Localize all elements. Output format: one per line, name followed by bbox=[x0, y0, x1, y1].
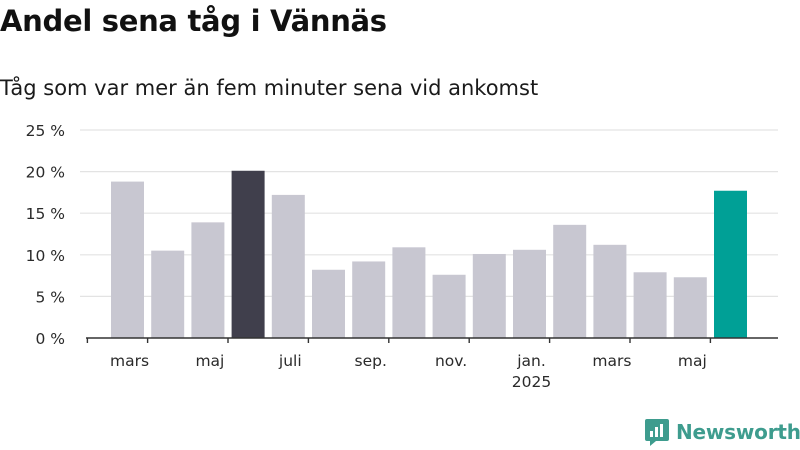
y-tick-label: 15 % bbox=[26, 205, 65, 223]
y-tick-label: 5 % bbox=[35, 288, 65, 306]
x-tick-label: mars bbox=[592, 352, 631, 370]
y-tick-label: 0 % bbox=[35, 330, 65, 348]
brand-name: Newsworthy bbox=[676, 420, 800, 444]
x-tick-label: mars bbox=[110, 352, 149, 370]
bar bbox=[271, 194, 305, 338]
x-tick-label: maj bbox=[678, 352, 707, 370]
chart-subtitle: Tåg som var mer än fem minuter sena vid … bbox=[0, 76, 539, 100]
y-tick-label: 10 % bbox=[26, 247, 65, 265]
bar-chart: 0 % 5 % 10 % 15 % 20 % 25 % mars maj juli sep. no… bbox=[26, 122, 778, 391]
chart-title: Andel sena tåg i Vännäs bbox=[0, 4, 387, 38]
bar bbox=[392, 247, 426, 338]
bar bbox=[352, 261, 386, 338]
bar bbox=[472, 253, 506, 338]
x-axis-labels: mars maj juli sep. nov. jan. 2025 mars maj bbox=[110, 352, 707, 391]
grid-lines bbox=[80, 129, 778, 297]
bar bbox=[593, 244, 627, 338]
bar bbox=[231, 170, 265, 338]
bar bbox=[633, 272, 667, 338]
bar bbox=[432, 274, 466, 338]
brand: Newsworthy bbox=[644, 418, 800, 446]
bar bbox=[553, 224, 587, 338]
x-tick-label: jan. bbox=[516, 352, 546, 370]
newsworthy-logo-icon bbox=[645, 419, 669, 446]
y-tick-label: 20 % bbox=[26, 164, 65, 182]
bar bbox=[513, 249, 546, 338]
x-tick-sublabel: 2025 bbox=[512, 373, 551, 391]
y-axis-labels: 0 % 5 % 10 % 15 % 20 % 25 % bbox=[26, 122, 65, 348]
bar bbox=[673, 277, 707, 338]
x-tick-label: maj bbox=[195, 352, 224, 370]
x-tick-label: nov. bbox=[435, 352, 467, 370]
y-tick-label: 25 % bbox=[26, 122, 65, 140]
bar bbox=[714, 190, 747, 338]
x-tick-label: juli bbox=[278, 352, 302, 370]
bar bbox=[111, 181, 144, 338]
bar bbox=[151, 250, 185, 338]
bar bbox=[191, 222, 225, 338]
bar bbox=[312, 269, 345, 338]
x-axis bbox=[86, 337, 778, 343]
x-tick-label: sep. bbox=[355, 352, 387, 370]
bars bbox=[111, 170, 747, 338]
